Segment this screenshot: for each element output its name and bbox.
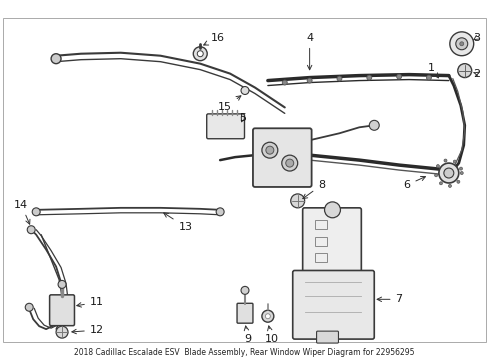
Circle shape (262, 310, 273, 322)
Circle shape (262, 142, 277, 158)
Circle shape (336, 76, 341, 81)
Text: 6: 6 (403, 176, 425, 190)
Bar (314, 220, 326, 229)
Text: 3: 3 (472, 33, 479, 43)
Circle shape (452, 160, 455, 163)
Circle shape (396, 74, 401, 79)
FancyBboxPatch shape (206, 114, 244, 139)
Circle shape (426, 75, 430, 80)
Circle shape (436, 165, 439, 168)
Circle shape (25, 303, 33, 311)
Text: 4: 4 (305, 33, 312, 70)
Text: 12: 12 (72, 325, 103, 335)
FancyBboxPatch shape (252, 128, 311, 187)
Circle shape (51, 54, 61, 64)
Circle shape (193, 47, 207, 61)
Circle shape (241, 287, 248, 294)
Circle shape (281, 155, 297, 171)
Circle shape (459, 42, 463, 46)
Circle shape (282, 80, 286, 85)
Circle shape (447, 184, 450, 188)
Text: 1: 1 (427, 63, 438, 78)
Circle shape (455, 38, 467, 50)
Circle shape (366, 75, 371, 80)
Text: 2: 2 (472, 69, 479, 78)
Circle shape (27, 226, 35, 234)
FancyBboxPatch shape (302, 208, 361, 282)
Bar (314, 253, 326, 261)
Text: 14: 14 (14, 200, 30, 224)
Circle shape (368, 120, 379, 130)
FancyBboxPatch shape (237, 303, 252, 323)
Text: 10: 10 (264, 326, 278, 344)
Circle shape (216, 208, 224, 216)
Circle shape (306, 78, 311, 83)
Circle shape (241, 86, 248, 94)
Circle shape (443, 168, 453, 178)
Circle shape (58, 280, 66, 288)
Circle shape (56, 326, 68, 338)
Bar (314, 237, 326, 246)
Circle shape (32, 208, 40, 216)
Circle shape (456, 180, 459, 183)
Circle shape (457, 64, 471, 78)
Text: 7: 7 (376, 294, 402, 304)
Circle shape (449, 32, 473, 56)
Text: 2018 Cadillac Escalade ESV  Blade Assembly, Rear Window Wiper Diagram for 229562: 2018 Cadillac Escalade ESV Blade Assembl… (74, 348, 414, 357)
FancyBboxPatch shape (316, 331, 338, 343)
Circle shape (438, 163, 458, 183)
Text: 15: 15 (218, 96, 241, 112)
FancyBboxPatch shape (292, 270, 373, 339)
Circle shape (285, 159, 293, 167)
Text: 11: 11 (77, 297, 103, 307)
Circle shape (443, 159, 446, 162)
Circle shape (439, 182, 442, 185)
Circle shape (197, 51, 203, 57)
Text: 8: 8 (302, 180, 325, 199)
Text: 13: 13 (163, 213, 192, 232)
Circle shape (324, 202, 340, 218)
Text: 9: 9 (244, 326, 251, 344)
FancyBboxPatch shape (49, 295, 74, 326)
Circle shape (265, 146, 273, 154)
Text: 16: 16 (203, 33, 224, 45)
Circle shape (459, 172, 462, 175)
Circle shape (434, 174, 437, 177)
Circle shape (459, 167, 462, 170)
Circle shape (265, 314, 270, 319)
Circle shape (290, 194, 304, 208)
Text: 5: 5 (239, 113, 246, 123)
